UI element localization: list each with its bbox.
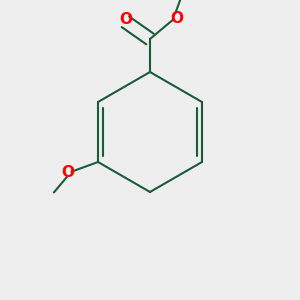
Text: O: O bbox=[61, 165, 74, 180]
Text: O: O bbox=[119, 12, 132, 27]
Text: O: O bbox=[170, 11, 183, 26]
